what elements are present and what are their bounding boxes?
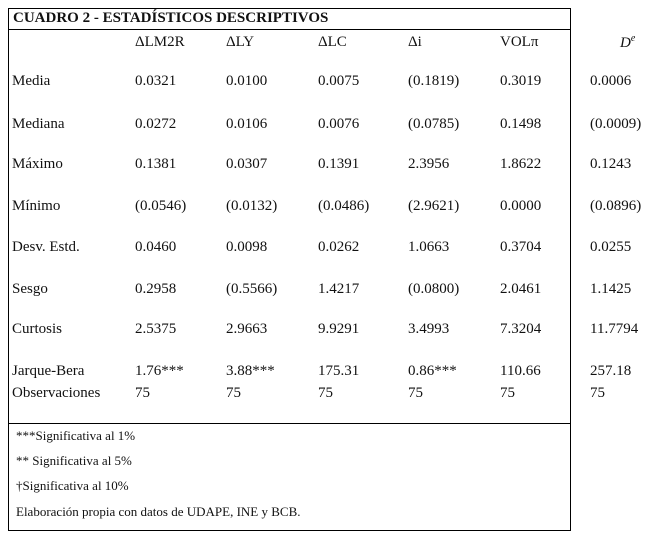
cell: 0.1243	[590, 156, 632, 172]
header-base: D	[620, 35, 631, 51]
cell: 0.0460	[135, 239, 177, 255]
cell: 0.0075	[318, 73, 360, 89]
cell: 7.3204	[500, 321, 542, 337]
table-rule	[8, 423, 570, 424]
cell: 75	[500, 385, 515, 401]
cell: 0.0262	[318, 239, 360, 255]
cell: 2.0461	[500, 281, 542, 297]
note: Elaboración propia con datos de UDAPE, I…	[16, 504, 301, 519]
cell: (0.5566)	[226, 281, 278, 297]
cell: 0.0006	[590, 73, 632, 89]
cell: 1.8622	[500, 156, 542, 172]
cell: (0.1819)	[408, 73, 460, 89]
cell: 257.18	[590, 363, 632, 379]
cell: 0.2958	[135, 281, 177, 297]
row-label: Media	[12, 73, 51, 89]
cell: 2.9663	[226, 321, 268, 337]
cell: (0.0800)	[408, 281, 460, 297]
row-label: Curtosis	[12, 321, 63, 337]
cell: 0.3019	[500, 73, 542, 89]
cell: 175.31	[318, 363, 360, 379]
cell: 0.1391	[318, 156, 360, 172]
note: ***Significativa al 1%	[16, 428, 136, 443]
note: †Significativa al 10%	[16, 478, 129, 493]
cell: 110.66	[500, 363, 541, 379]
cell: 0.1381	[135, 156, 177, 172]
cell: (0.0546)	[135, 198, 187, 214]
cell: 3.88***	[226, 363, 275, 379]
row-label: Observaciones	[12, 385, 101, 401]
table-frame	[8, 8, 571, 531]
note: ** Significativa al 5%	[16, 453, 132, 468]
cell: (0.0896)	[590, 198, 642, 214]
cell: 0.0272	[135, 116, 177, 132]
cell: 75	[318, 385, 333, 401]
cell: 0.0106	[226, 116, 268, 132]
cell: (0.0132)	[226, 198, 278, 214]
column-header: ΔLM2R	[135, 34, 185, 50]
row-label: Jarque-Bera	[12, 363, 85, 379]
cell: 0.1498	[500, 116, 542, 132]
cell: 0.3704	[500, 239, 542, 255]
cell: 1.4217	[318, 281, 360, 297]
cell: (2.9621)	[408, 198, 460, 214]
cell: 0.0076	[318, 116, 360, 132]
cell: (0.0785)	[408, 116, 460, 132]
row-label: Desv. Estd.	[12, 239, 80, 255]
column-header: VOLπ	[500, 34, 539, 50]
title-rule	[8, 29, 570, 30]
cell: 2.3956	[408, 156, 450, 172]
row-label: Mínimo	[12, 198, 61, 214]
cell: 1.1425	[590, 281, 632, 297]
column-header: ΔLC	[318, 34, 347, 50]
cell: 0.0098	[226, 239, 268, 255]
cell: 0.0255	[590, 239, 632, 255]
cell: 75	[226, 385, 241, 401]
header-sup: e	[630, 33, 636, 44]
cell: 1.0663	[408, 239, 450, 255]
table-title: CUADRO 2 - ESTADÍSTICOS DESCRIPTIVOS	[13, 10, 329, 26]
column-header: Δi	[408, 34, 422, 50]
cell: 75	[135, 385, 150, 401]
cell: 9.9291	[318, 321, 360, 337]
cell: 2.5375	[135, 321, 177, 337]
cell: 0.0100	[226, 73, 268, 89]
cell: 3.4993	[408, 321, 450, 337]
cell: 0.0307	[226, 156, 268, 172]
row-label: Sesgo	[12, 281, 48, 297]
cell: 0.86***	[408, 363, 457, 379]
cell: (0.0009)	[590, 116, 642, 132]
cell: (0.0486)	[318, 198, 370, 214]
cell: 0.0000	[500, 198, 542, 214]
cell: 75	[408, 385, 423, 401]
column-header: De	[620, 34, 635, 51]
cell: 75	[590, 385, 605, 401]
cell: 1.76***	[135, 363, 184, 379]
row-label: Mediana	[12, 116, 65, 132]
cell: 11.7794	[590, 321, 639, 337]
cell: 0.0321	[135, 73, 177, 89]
row-label: Máximo	[12, 156, 63, 172]
column-header: ΔLY	[226, 34, 255, 50]
